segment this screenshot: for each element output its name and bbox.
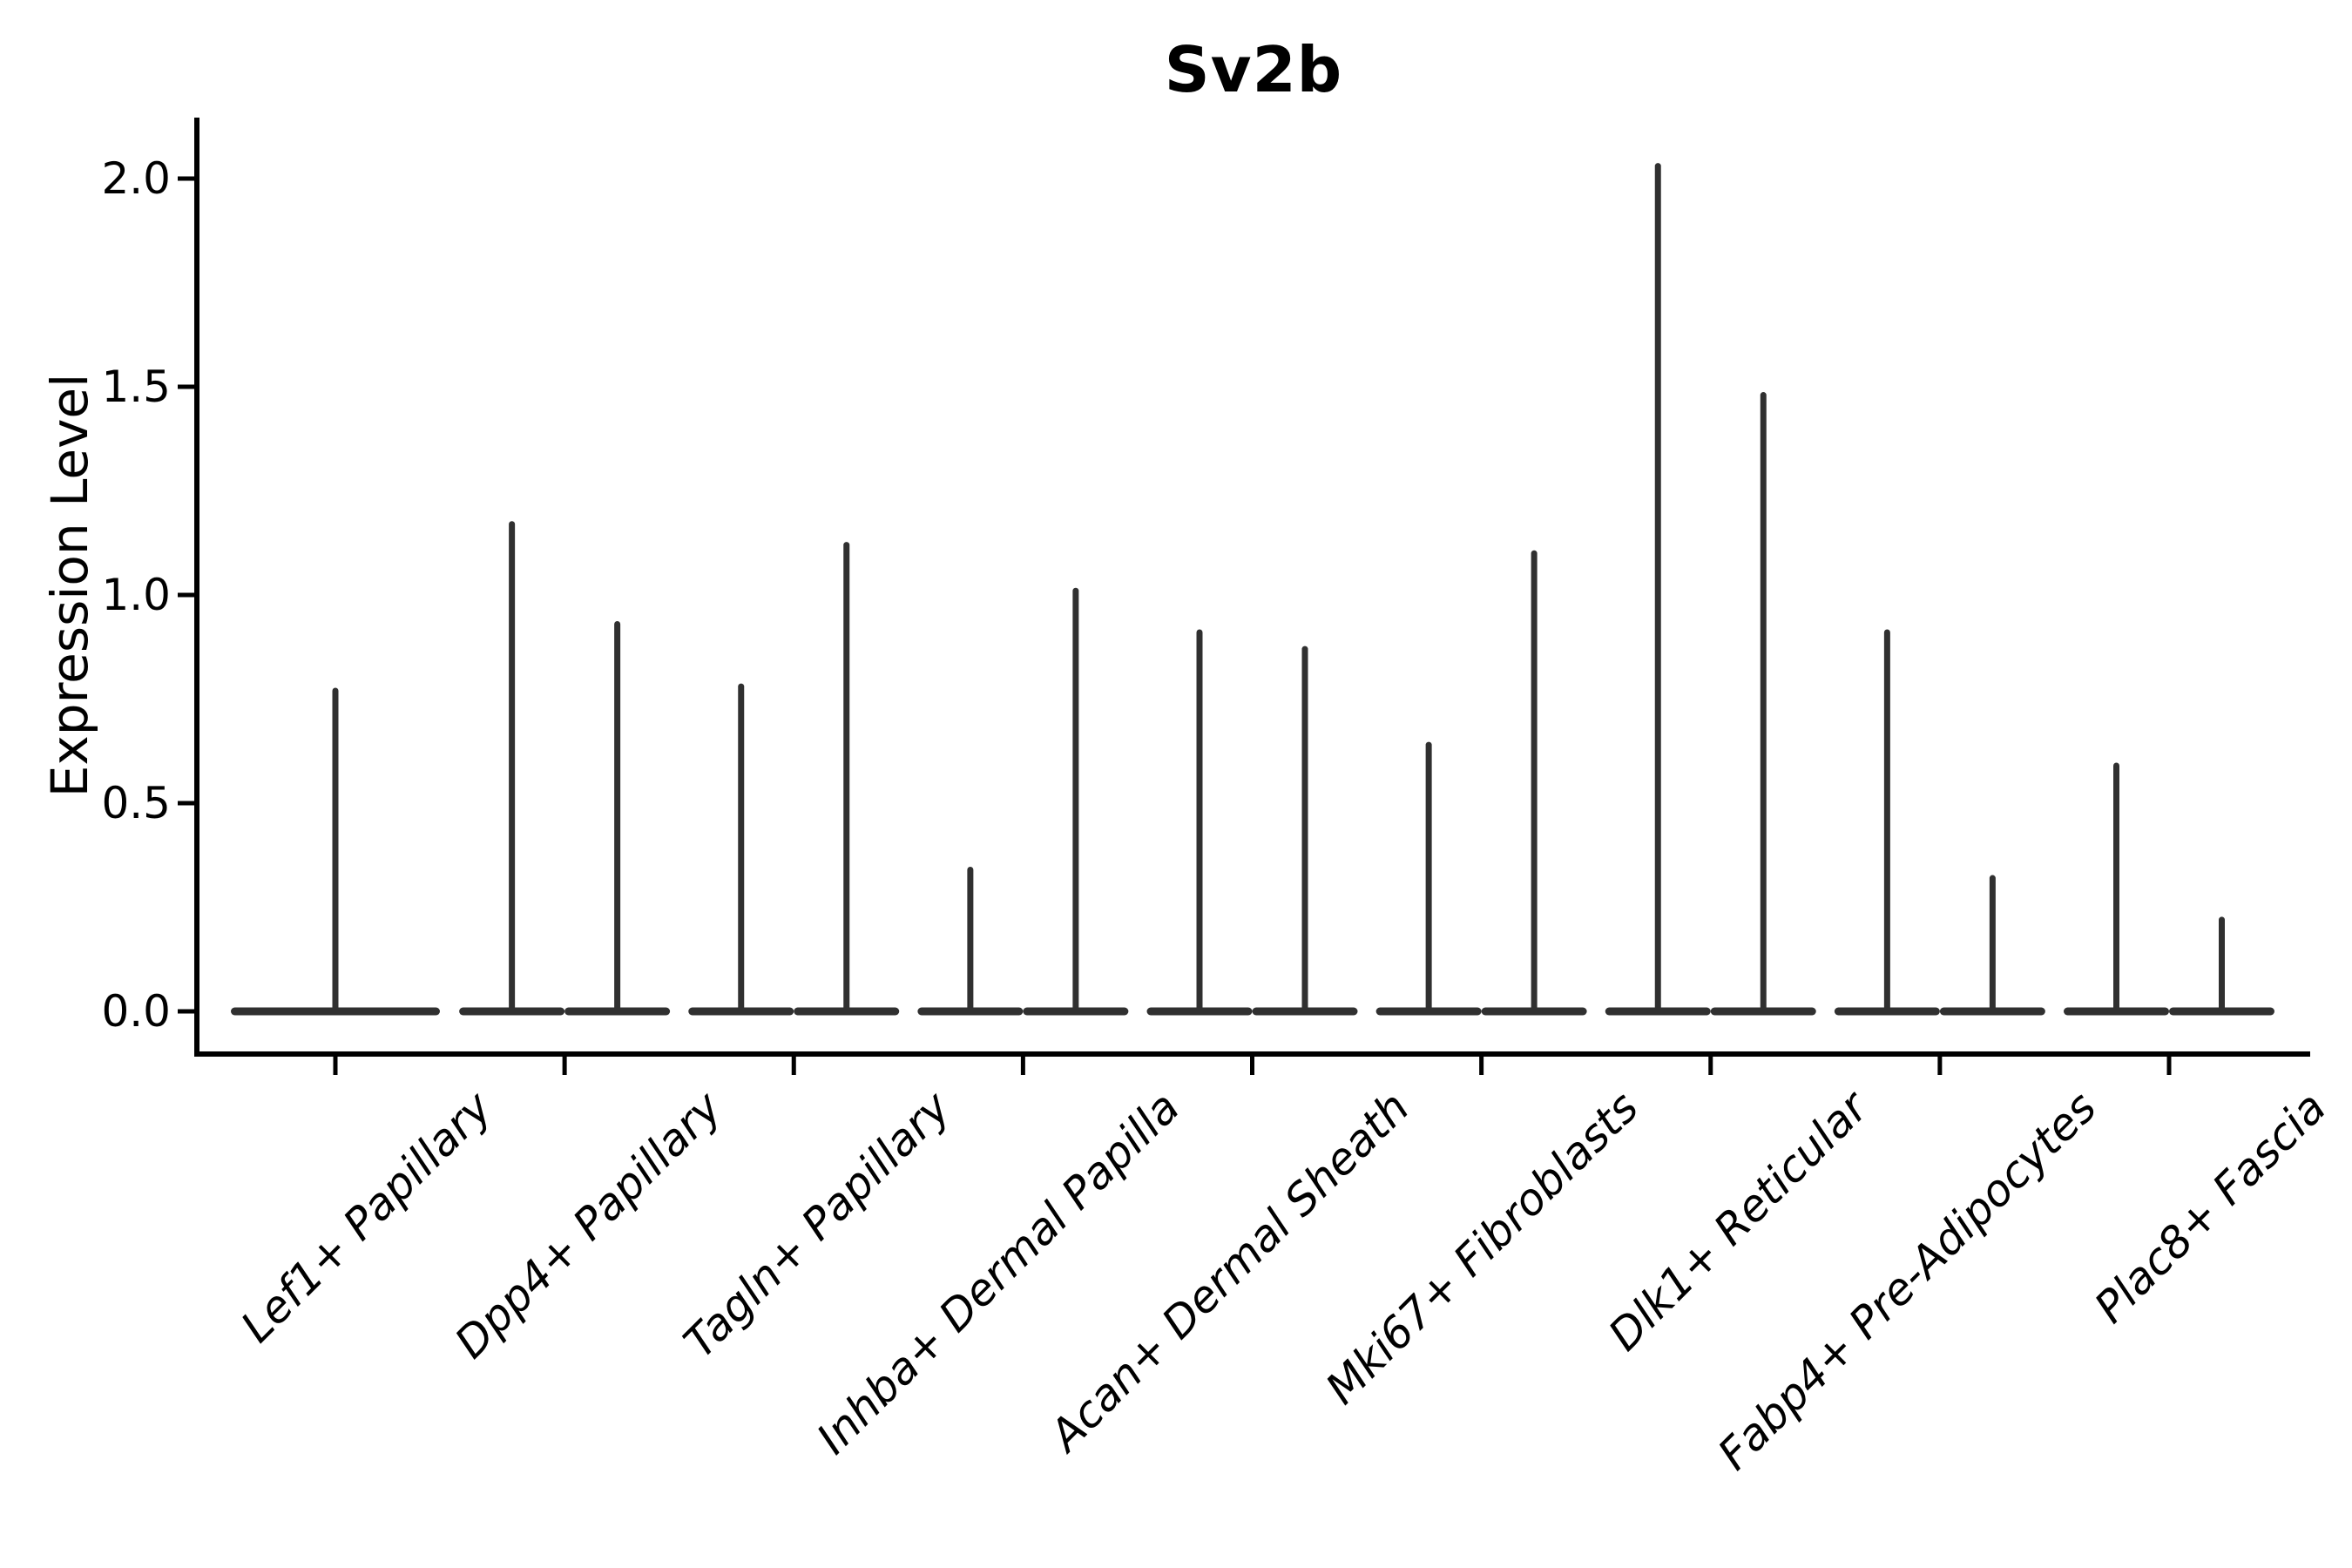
y-tick-label: 1.0 bbox=[101, 570, 171, 620]
y-tick-label: 1.5 bbox=[101, 362, 171, 412]
chart-title: Sv2b bbox=[1164, 33, 1343, 106]
y-tick-label: 0.5 bbox=[101, 778, 171, 828]
y-tick-label: 0.0 bbox=[101, 986, 171, 1037]
y-tick-label: 2.0 bbox=[101, 153, 171, 204]
